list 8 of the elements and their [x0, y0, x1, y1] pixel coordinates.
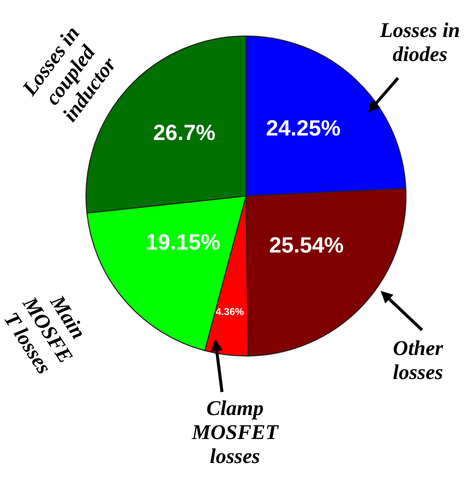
data-label: 25.54%	[269, 232, 344, 258]
data-label: 26.7%	[153, 120, 216, 146]
slice-label: Losses in diodes	[379, 18, 460, 66]
slice-label: Other losses	[392, 336, 444, 384]
slice-label: Clamp MOSFET losses	[190, 396, 280, 468]
data-label: 4.36%	[216, 306, 244, 318]
data-label: 24.25%	[266, 115, 341, 140]
data-label: 19.15%	[146, 230, 220, 255]
